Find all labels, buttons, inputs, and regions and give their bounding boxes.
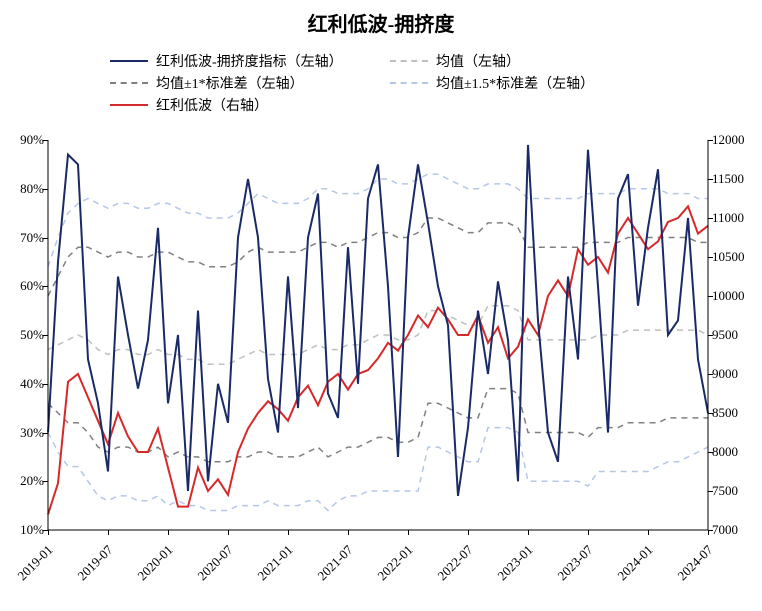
x-tick (48, 530, 49, 535)
x-tick (648, 530, 649, 535)
legend-item-band1: 均值±1*标准差（左轴） (110, 73, 390, 93)
y-left-tick (43, 335, 48, 336)
series-band15_lower (48, 428, 708, 511)
legend-swatch-band15 (390, 82, 428, 84)
legend-item-crowding: 红利低波-拥挤度指标（左轴） (110, 51, 390, 71)
x-tick-label: 2022-01 (374, 542, 416, 584)
x-tick (228, 530, 229, 535)
series-band15_upper (48, 174, 708, 267)
y-right-tick-label: 8500 (712, 405, 756, 421)
x-tick (588, 530, 589, 535)
legend-label: 红利低波-拥挤度指标（左轴） (156, 51, 343, 71)
y-right-tick-label: 7000 (712, 522, 756, 538)
y-left-tick-label: 10% (6, 522, 44, 538)
y-left-tick-label: 60% (6, 278, 44, 294)
x-tick (168, 530, 169, 535)
y-right-tick (708, 374, 713, 375)
legend-swatch-band1 (110, 82, 148, 84)
x-tick-label: 2021-07 (314, 542, 356, 584)
chart-container: 红利低波-拥挤度 红利低波-拥挤度指标（左轴） 均值（左轴） 均值±1*标准差（… (0, 0, 762, 611)
x-tick-label: 2019-07 (74, 542, 116, 584)
y-left-tick-label: 90% (6, 132, 44, 148)
y-right-tick (708, 491, 713, 492)
x-tick (528, 530, 529, 535)
series-price (48, 206, 708, 514)
x-tick-label: 2021-01 (254, 542, 296, 584)
x-tick-label: 2024-07 (674, 542, 716, 584)
y-right-tick (708, 335, 713, 336)
y-left-tick-label: 30% (6, 425, 44, 441)
y-right-tick-label: 7500 (712, 483, 756, 499)
plot-svg (48, 140, 708, 530)
y-left-tick-label: 40% (6, 376, 44, 392)
y-left-tick (43, 433, 48, 434)
legend-label: 红利低波（右轴） (156, 95, 268, 115)
legend: 红利低波-拥挤度指标（左轴） 均值（左轴） 均值±1*标准差（左轴） 均值±1.… (110, 50, 670, 116)
y-right-tick-label: 8000 (712, 444, 756, 460)
y-left-tick (43, 189, 48, 190)
legend-label: 均值±1.5*标准差（左轴） (436, 73, 594, 93)
chart-title: 红利低波-拥挤度 (0, 8, 762, 37)
x-tick-label: 2022-07 (434, 542, 476, 584)
y-right-tick (708, 257, 713, 258)
x-tick-label: 2020-01 (134, 542, 176, 584)
y-right-tick-label: 11500 (712, 171, 756, 187)
y-right-tick-label: 10000 (712, 288, 756, 304)
series-band1_upper (48, 218, 708, 296)
series-mean (48, 306, 708, 365)
x-tick (708, 530, 709, 535)
x-tick (468, 530, 469, 535)
y-right-tick (708, 413, 713, 414)
legend-item-band15: 均值±1.5*标准差（左轴） (390, 73, 670, 93)
legend-swatch-crowding (110, 60, 148, 62)
x-tick-label: 2023-01 (494, 542, 536, 584)
legend-item-mean: 均值（左轴） (390, 51, 670, 71)
legend-label: 均值±1*标准差（左轴） (156, 73, 304, 93)
y-left-tick (43, 384, 48, 385)
y-right-tick-label: 9500 (712, 327, 756, 343)
x-tick-label: 2024-01 (614, 542, 656, 584)
legend-label: 均值（左轴） (436, 51, 520, 71)
y-right-tick-label: 9000 (712, 366, 756, 382)
x-tick-label: 2023-07 (554, 542, 596, 584)
x-tick-label: 2020-07 (194, 542, 236, 584)
y-left-tick-label: 20% (6, 473, 44, 489)
y-right-tick-label: 10500 (712, 249, 756, 265)
y-left-tick (43, 286, 48, 287)
y-right-tick-label: 11000 (712, 210, 756, 226)
y-left-tick-label: 70% (6, 230, 44, 246)
y-right-tick-label: 12000 (712, 132, 756, 148)
legend-item-price: 红利低波（右轴） (110, 95, 390, 115)
y-left-tick (43, 140, 48, 141)
y-left-tick-label: 80% (6, 181, 44, 197)
x-tick-label: 2019-01 (14, 542, 56, 584)
x-tick (288, 530, 289, 535)
y-left-tick-label: 50% (6, 327, 44, 343)
series-crowding (48, 145, 708, 496)
y-right-tick (708, 179, 713, 180)
y-right-tick (708, 218, 713, 219)
plot-area (48, 140, 708, 530)
y-right-tick (708, 296, 713, 297)
x-tick (408, 530, 409, 535)
legend-swatch-mean (390, 60, 428, 62)
legend-swatch-price (110, 104, 148, 106)
y-right-tick (708, 140, 713, 141)
y-left-tick (43, 238, 48, 239)
y-left-tick (43, 481, 48, 482)
y-right-tick (708, 452, 713, 453)
x-tick (108, 530, 109, 535)
x-tick (348, 530, 349, 535)
